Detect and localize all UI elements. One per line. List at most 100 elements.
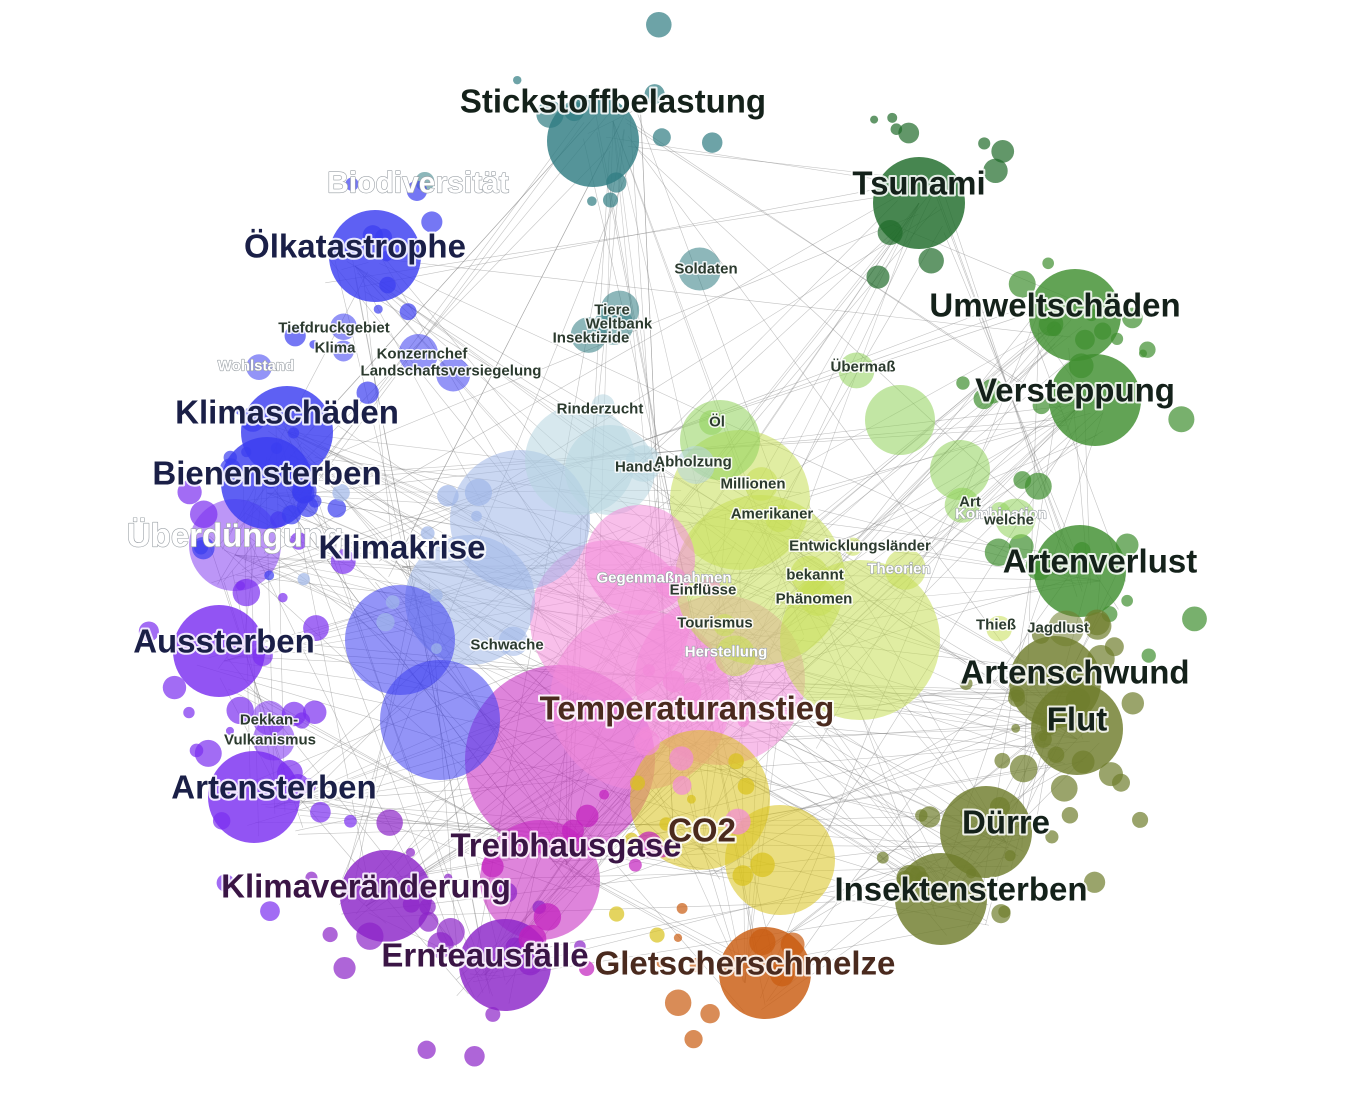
satellite-bubble <box>277 760 303 786</box>
node-label-versteppung[interactable]: Versteppung <box>973 370 1177 411</box>
node-label-klimaschaeden[interactable]: Klimaschäden <box>173 392 401 433</box>
satellite-bubble <box>960 808 970 819</box>
node-label-flut[interactable]: Flut <box>1045 699 1109 740</box>
satellite-bubble <box>281 505 302 525</box>
node-label-herstellung[interactable]: Herstellung <box>684 643 768 661</box>
node-label-theorien[interactable]: Theorien <box>867 560 932 578</box>
satellite-bubble <box>701 132 723 153</box>
node-label-tsunami[interactable]: Tsunami <box>850 163 987 204</box>
node-label-tiere[interactable]: Tiere <box>593 300 632 320</box>
satellite-bubble <box>183 706 195 719</box>
node-label-ernteausfaelle[interactable]: Ernteausfälle <box>379 935 590 976</box>
node-label-oelkatastrophe[interactable]: Ölkatastrophe <box>242 226 468 267</box>
node-label-uebermass[interactable]: Übermaß <box>829 357 897 377</box>
node-label-artenschwund[interactable]: Artenschwund <box>958 652 1191 693</box>
satellite-bubble <box>481 855 504 878</box>
satellite-bubble <box>978 137 991 150</box>
satellite-bubble <box>887 112 898 123</box>
node-label-treibhausgase[interactable]: Treibhausgase <box>448 825 683 866</box>
node-label-thiess[interactable]: Thieß <box>975 615 1018 635</box>
node-label-biodiversitaet[interactable]: Biodiversität <box>327 166 510 200</box>
node-label-aussterben[interactable]: Aussterben <box>131 621 317 662</box>
node-label-kombination[interactable]: Kombination <box>955 505 1048 523</box>
satellite-bubble <box>574 940 586 952</box>
node-label-klima[interactable]: Klima <box>313 338 358 358</box>
node-label-klimakrise[interactable]: Klimakrise <box>317 527 488 568</box>
satellite-bubble <box>485 1006 501 1022</box>
satellite-bubble <box>278 592 288 603</box>
node-label-gegenmassnahmen[interactable]: Gegenmaßnahmen <box>596 569 732 587</box>
node-label-vulkanismus[interactable]: Vulkanismus <box>223 730 318 750</box>
node-label-gletscherschmelze[interactable]: Gletscherschmelze <box>593 943 898 984</box>
node-label-artensterben[interactable]: Artensterben <box>169 767 378 808</box>
node-label-tiefdruckgebiet[interactable]: Tiefdruckgebiet <box>277 318 391 338</box>
node-label-art[interactable]: Art <box>958 492 983 512</box>
node-label-klimaveraenderung[interactable]: Klimaveränderung <box>219 866 513 907</box>
node-label-artenverlust[interactable]: Artenverlust <box>1001 541 1199 582</box>
node-label-co2[interactable]: CO2 <box>666 810 738 851</box>
satellite-bubble <box>662 670 685 693</box>
satellite-bubble <box>323 539 336 551</box>
node-label-bienensterben[interactable]: Bienensterben <box>150 453 383 494</box>
node-label-oel[interactable]: Öl <box>708 412 727 432</box>
satellite-bubble <box>216 874 235 892</box>
satellite-bubble <box>1084 609 1110 636</box>
node-label-phaenomen[interactable]: Phänomen <box>774 589 854 609</box>
node-bubble-artensterben <box>208 751 300 843</box>
node-label-weltbank[interactable]: Weltbank <box>584 314 654 334</box>
satellite-bubble <box>310 801 331 823</box>
node-label-bekannt[interactable]: bekannt <box>785 565 846 585</box>
node-label-landschaftsversiegelung[interactable]: Landschaftsversiegelung <box>359 361 543 381</box>
satellite-bubble <box>379 276 396 294</box>
satellite-bubble <box>1110 332 1124 345</box>
node-label-amerikaner[interactable]: Amerikaner <box>729 504 815 524</box>
node-label-welche[interactable]: welche <box>981 510 1035 530</box>
node-label-jagdlust[interactable]: Jagdlust <box>1026 618 1091 638</box>
satellite-bubble <box>406 180 428 201</box>
node-label-temperaturanstieg[interactable]: Temperaturanstieg <box>538 688 837 729</box>
node-label-soldaten[interactable]: Soldaten <box>673 259 739 279</box>
edge <box>211 296 1079 584</box>
edge <box>241 187 913 571</box>
node-label-abholzung[interactable]: Abholzung <box>653 452 733 472</box>
node-bubble-konzernchef <box>398 333 439 374</box>
satellite-bubble <box>332 483 350 502</box>
satellite-bubble <box>376 612 395 632</box>
satellite-bubble <box>676 902 688 914</box>
satellite-bubble <box>225 726 234 735</box>
node-label-konzernchef[interactable]: Konzernchef <box>375 344 470 364</box>
node-label-handel[interactable]: Handel <box>613 457 666 477</box>
satellite-bubble <box>673 933 683 942</box>
satellite-bubble <box>1008 534 1034 559</box>
node-label-schwache[interactable]: Schwache <box>469 635 545 655</box>
satellite-bubble <box>1094 322 1112 340</box>
node-label-stickstoffbelastung[interactable]: Stickstoffbelastung <box>458 81 768 122</box>
satellite-bubble <box>656 957 666 968</box>
node-label-insektizide[interactable]: Insektizide <box>551 328 631 348</box>
satellite-bubble <box>1065 688 1091 713</box>
satellite-bubble <box>724 808 751 835</box>
node-label-einfluesse[interactable]: Einflüsse <box>668 580 738 600</box>
satellite-bubble <box>664 989 692 1016</box>
edge <box>941 187 1078 597</box>
satellite-bubble <box>642 664 656 677</box>
node-label-dekkan[interactable]: Dekkan- <box>238 710 299 730</box>
satellite-bubble <box>672 775 692 795</box>
node-label-tourismus[interactable]: Tourismus <box>676 613 755 633</box>
node-bubble-abholzung <box>676 445 715 484</box>
bubble-layer <box>138 11 1207 1067</box>
satellite-bubble <box>437 484 459 507</box>
node-label-wohlstand[interactable]: Wohlstand <box>217 357 295 375</box>
satellite-bubble <box>994 752 1011 769</box>
node-label-rinderzucht[interactable]: Rinderzucht <box>555 399 645 419</box>
node-label-insektensterben[interactable]: Insektensterben <box>832 869 1089 910</box>
satellite-bubble <box>1004 850 1016 862</box>
node-label-millionen[interactable]: Millionen <box>719 474 787 494</box>
satellite-bubble <box>1122 307 1143 329</box>
node-label-entwicklungslaender[interactable]: Entwicklungsländer <box>788 536 933 556</box>
node-label-duerre[interactable]: Dürre <box>960 802 1052 843</box>
node-label-umweltschaeden[interactable]: Umweltschäden <box>927 285 1182 326</box>
node-label-ueberduengung[interactable]: Überdüngung <box>126 516 343 554</box>
node-bubble-tiefdruckgebiet <box>330 313 357 340</box>
edge <box>338 253 1072 338</box>
